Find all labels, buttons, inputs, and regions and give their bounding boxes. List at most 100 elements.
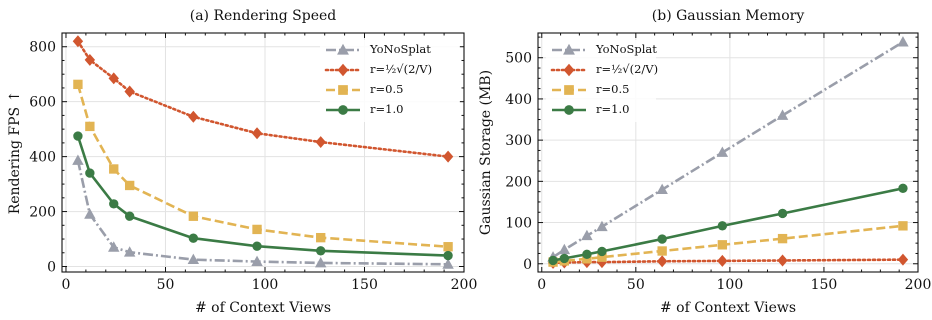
data-point bbox=[188, 233, 199, 243]
y-tick-label: 800 bbox=[29, 40, 56, 56]
data-point bbox=[898, 183, 908, 194]
data-point bbox=[124, 211, 135, 221]
data-point bbox=[596, 256, 608, 269]
data-point bbox=[251, 127, 263, 140]
legend-swatch-marker bbox=[338, 85, 348, 95]
plot-frame bbox=[537, 32, 919, 273]
data-point bbox=[73, 131, 83, 141]
y-tick-label: 300 bbox=[505, 133, 532, 149]
data-point bbox=[187, 253, 200, 265]
data-point bbox=[776, 109, 789, 120]
y-tick-label: 100 bbox=[505, 216, 532, 232]
data-point bbox=[897, 36, 909, 47]
legend-label: r=1.0 bbox=[370, 102, 403, 116]
data-point bbox=[657, 246, 667, 256]
y-tick-label: 200 bbox=[29, 205, 56, 221]
data-point bbox=[558, 243, 571, 255]
data-point bbox=[252, 224, 262, 235]
data-point bbox=[108, 241, 120, 252]
data-point bbox=[657, 234, 667, 244]
x-tick-label: 200 bbox=[905, 277, 932, 293]
legend-label: YoNoSplat bbox=[369, 42, 431, 56]
legend-swatch-marker bbox=[337, 43, 349, 55]
data-point bbox=[777, 233, 788, 244]
x-tick-label: 50 bbox=[627, 277, 645, 293]
x-axis-label: # of Context Views bbox=[660, 300, 796, 316]
data-point bbox=[597, 246, 607, 257]
data-point bbox=[316, 232, 326, 243]
data-point bbox=[717, 221, 728, 231]
data-point bbox=[124, 180, 135, 191]
legend-swatch-marker bbox=[337, 63, 349, 77]
legend-swatch-marker bbox=[563, 43, 575, 55]
data-point bbox=[109, 199, 119, 209]
x-tick-label: 0 bbox=[537, 277, 546, 293]
data-point bbox=[717, 254, 728, 267]
legend-label: r=1.0 bbox=[596, 102, 629, 116]
data-point bbox=[188, 110, 199, 123]
data-point bbox=[443, 250, 453, 261]
y-axis-label: Rendering FPS ↑ bbox=[7, 91, 23, 215]
y-tick-label: 500 bbox=[505, 51, 532, 67]
y-tick-label: 400 bbox=[29, 150, 56, 166]
data-point bbox=[581, 229, 593, 241]
data-point bbox=[442, 258, 454, 269]
data-point bbox=[252, 241, 262, 251]
series-line-0 bbox=[552, 40, 904, 259]
data-point bbox=[597, 252, 607, 262]
legend: YoNoSplat r=½√(2/V) r=0.5 r=1.0 bbox=[546, 40, 658, 122]
chart-panel-rendering-speed: 0 50 100 150 200 0 200 400 600 800 (a) Rendering S… bbox=[7, 8, 477, 316]
legend-label: r=½√(2/V) bbox=[596, 62, 658, 76]
chart-title: (b) Gaussian Memory bbox=[652, 8, 805, 24]
series-line-3 bbox=[76, 135, 449, 257]
x-tick-label: 50 bbox=[157, 277, 175, 293]
data-point bbox=[84, 208, 96, 219]
x-tick-label: 100 bbox=[252, 277, 279, 293]
data-point bbox=[717, 240, 728, 250]
data-point bbox=[596, 220, 608, 232]
data-point bbox=[84, 53, 96, 66]
plot-frame bbox=[61, 32, 465, 273]
data-point bbox=[442, 150, 454, 163]
x-tick-label: 150 bbox=[811, 277, 838, 293]
x-tick-label: 150 bbox=[351, 277, 378, 293]
data-point bbox=[777, 208, 788, 219]
data-point bbox=[443, 242, 453, 252]
data-point bbox=[73, 79, 83, 90]
legend-label: YoNoSplat bbox=[595, 42, 657, 56]
y-tick-label: 600 bbox=[29, 95, 56, 111]
data-point bbox=[656, 255, 668, 268]
data-point bbox=[898, 221, 908, 231]
data-point bbox=[316, 246, 326, 256]
x-tick-label: 0 bbox=[62, 277, 71, 293]
legend-swatch-marker bbox=[563, 63, 575, 77]
data-point bbox=[314, 256, 327, 268]
data-point bbox=[716, 146, 729, 157]
legend-swatch-marker bbox=[564, 105, 574, 115]
legend-swatch-marker bbox=[338, 105, 348, 115]
data-point bbox=[188, 211, 199, 221]
x-tick-label: 100 bbox=[717, 277, 744, 293]
y-tick-label: 0 bbox=[47, 260, 56, 276]
data-point bbox=[777, 254, 788, 267]
x-axis-label: # of Context Views bbox=[195, 300, 331, 316]
chart-title: (a) Rendering Speed bbox=[190, 8, 337, 24]
data-point bbox=[251, 255, 263, 266]
legend-swatch-marker bbox=[564, 85, 574, 95]
data-point bbox=[559, 253, 570, 264]
data-point bbox=[582, 249, 592, 259]
data-point bbox=[124, 85, 135, 98]
data-point bbox=[85, 168, 95, 178]
series-line-1 bbox=[76, 39, 450, 158]
legend-label: r=0.5 bbox=[596, 82, 629, 96]
data-point bbox=[897, 253, 909, 266]
y-tick-label: 200 bbox=[505, 174, 532, 190]
data-point bbox=[123, 246, 136, 257]
x-tick-label: 200 bbox=[451, 277, 478, 293]
legend: YoNoSplat r=½√(2/V) r=0.5 r=1.0 bbox=[320, 40, 460, 122]
data-point bbox=[85, 121, 95, 132]
y-axis-label: Gaussian Storage (MB) bbox=[478, 70, 494, 235]
data-point bbox=[548, 255, 558, 266]
data-point bbox=[108, 72, 119, 85]
